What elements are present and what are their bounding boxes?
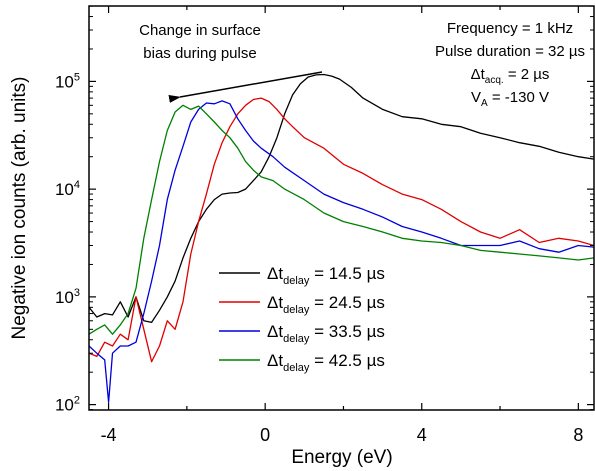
legend-label-2: Δtdelay = 24.5 µs xyxy=(267,293,385,316)
y-tick-label: 103 xyxy=(55,287,80,307)
legend: Δtdelay = 14.5 µs Δtdelay = 24.5 µs Δtde… xyxy=(219,264,385,374)
x-tick-label: -4 xyxy=(101,425,117,445)
info-dt-acq: Δtacq. = 2 µs xyxy=(471,66,550,86)
x-tick-label: 0 xyxy=(260,425,270,445)
annotation-line-2: bias during pulse xyxy=(143,45,256,62)
info-va: VA = -130 V xyxy=(471,89,549,109)
x-axis: -4 0 4 8 xyxy=(101,6,583,445)
legend-item-3: Δtdelay = 33.5 µs xyxy=(219,322,385,345)
annotation-line-1: Change in surface xyxy=(139,22,261,39)
series-line-1 xyxy=(89,73,594,324)
legend-label-3: Δtdelay = 33.5 µs xyxy=(267,322,385,345)
annotation-arrow xyxy=(168,71,323,103)
y-tick-label: 104 xyxy=(55,179,80,199)
series-line-4 xyxy=(89,104,594,335)
series-line-2 xyxy=(89,97,594,363)
legend-item-4: Δtdelay = 42.5 µs xyxy=(219,351,385,374)
legend-label-4: Δtdelay = 42.5 µs xyxy=(267,351,385,374)
y-axis-label: Negative ion counts (arb. units) xyxy=(9,77,30,340)
plot-frame xyxy=(88,5,595,411)
y-axis: 102 103 104 105 xyxy=(55,5,594,415)
info-frequency: Frequency = 1 kHz xyxy=(447,20,573,37)
y-tick-label: 105 xyxy=(55,71,80,91)
legend-label-1: Δtdelay = 14.5 µs xyxy=(267,264,385,287)
legend-item-2: Δtdelay = 24.5 µs xyxy=(219,293,385,316)
y-tick-label: 102 xyxy=(55,395,80,415)
info-pulse-duration: Pulse duration = 32 µs xyxy=(435,43,585,60)
series-line-3 xyxy=(89,100,594,403)
x-axis-label: Energy (eV) xyxy=(291,447,392,468)
x-tick-label: 4 xyxy=(417,425,427,445)
legend-item-1: Δtdelay = 14.5 µs xyxy=(219,264,385,287)
series-layer xyxy=(89,73,594,403)
x-tick-label: 8 xyxy=(573,425,583,445)
